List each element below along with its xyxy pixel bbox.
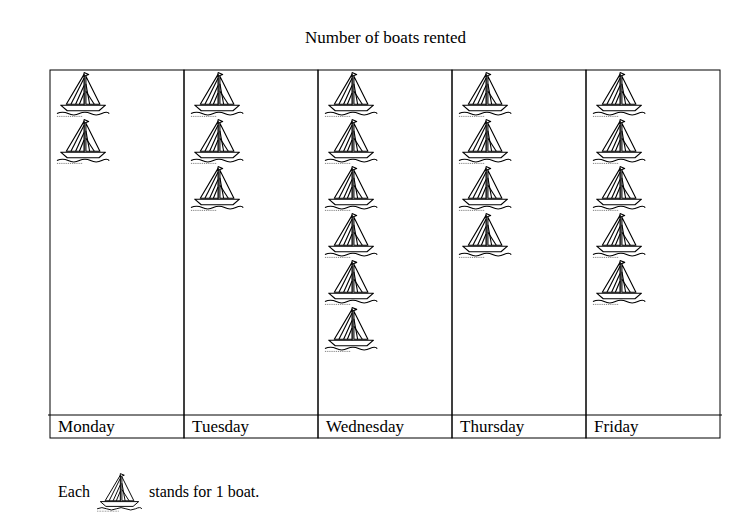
svg-text:Monday: Monday — [58, 417, 115, 436]
html-text:Each: Each — [58, 482, 90, 500]
svg-text:Wednesday: Wednesday — [326, 417, 404, 436]
html-text:Number of boats rented: Number of boats rented — [305, 28, 466, 47]
svg-text:Thursday: Thursday — [460, 417, 525, 436]
svg-text:Friday: Friday — [594, 417, 639, 436]
html-text:stands for 1 boat.: stands for 1 boat. — [149, 482, 260, 500]
svg-text:Tuesday: Tuesday — [192, 417, 249, 436]
